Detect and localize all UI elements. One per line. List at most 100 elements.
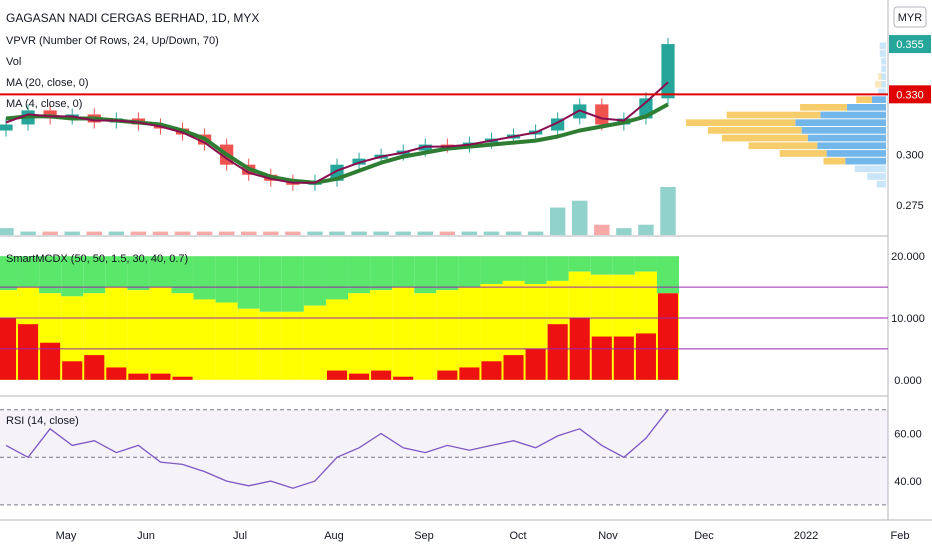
mcdx-red-bar (349, 373, 370, 380)
vpvr-up-bar (846, 103, 886, 111)
mcdx-bars (0, 256, 888, 380)
mcdx-yellow-bar (61, 296, 84, 380)
volume-bar (108, 231, 125, 235)
date-label: Nov (598, 530, 618, 542)
mcdx-tick-20: 20.000 (891, 251, 925, 263)
date-label: Aug (324, 530, 344, 542)
rsi-path (5, 409, 669, 489)
mcdx-red-bar (393, 376, 414, 380)
mcdx-green-bar (127, 256, 150, 291)
mcdx-red-bar (635, 333, 656, 380)
mcdx-green-bar (546, 256, 569, 281)
volume-bar (241, 231, 257, 235)
volume-bar (483, 231, 500, 235)
mcdx-green-bar (436, 256, 459, 291)
date-axis[interactable]: May Jun Jul Aug Sep Oct Nov Dec 2022 Feb (56, 530, 910, 542)
candle-body (0, 124, 13, 131)
mcdx-red-bar (459, 367, 480, 380)
mcdx-red-bar (503, 355, 524, 380)
vpvr-down-bar (721, 134, 808, 142)
vpvr-down-bar (686, 119, 796, 127)
mcdx-green-bar (105, 256, 128, 288)
volume-bar (638, 224, 654, 235)
volume-bar (616, 228, 632, 235)
vpvr-down-bar (856, 96, 872, 103)
mcdx-green-bar (39, 256, 62, 294)
mcdx-green-bar (0, 256, 18, 291)
vpvr-up-bar (878, 88, 886, 96)
date-label: May (56, 530, 77, 542)
mcdx-red-bar (547, 324, 568, 380)
volume-bar (86, 231, 102, 235)
volume-bar (572, 200, 588, 235)
vpvr-down-bar (707, 127, 802, 134)
date-label: Sep (414, 530, 434, 542)
mcdx-red-bar (613, 336, 634, 380)
mcdx-red-bar (481, 361, 502, 380)
legend-vol[interactable]: Vol (6, 56, 21, 68)
mcdx-yellow-bar (105, 287, 128, 380)
vpvr-up-bar (854, 165, 886, 173)
volume-bar (64, 231, 80, 235)
vpvr-up-bar (881, 80, 886, 88)
volume-bar (439, 231, 456, 235)
volume-bar (0, 228, 14, 235)
mcdx-red-bar (84, 355, 105, 380)
volume-bar (20, 231, 36, 235)
rsi-pane[interactable] (0, 397, 888, 519)
mcdx-green-bar (83, 256, 106, 294)
mcdx-yellow-bar (303, 305, 326, 380)
mcdx-yellow-bar (171, 293, 194, 380)
mcdx-yellow-bar (414, 293, 437, 380)
resistance-price-label (889, 85, 931, 104)
mcdx-green-bar (458, 256, 481, 288)
vpvr-up-bar (881, 57, 886, 65)
mcdx-green-bar (193, 256, 216, 300)
vpvr-down-bar (726, 111, 821, 119)
vpvr-down-bar (748, 142, 818, 150)
candle-body (595, 104, 609, 125)
volume-bar (461, 231, 478, 235)
mcdx-green-bar (590, 256, 613, 275)
mcdx-yellow-bar (281, 311, 304, 380)
legend-ma4[interactable]: MA (4, close, 0) (6, 98, 82, 110)
currency-label: MYR (898, 12, 923, 24)
mcdx-red-bar (525, 348, 546, 380)
legend-mcdx[interactable]: SmartMCDX (50, 50, 1.5, 30, 40, 0.7) (6, 253, 188, 265)
volume-bar (285, 231, 301, 235)
volume-bar (307, 231, 323, 235)
mcdx-green-bar (149, 256, 172, 288)
mcdx-red-bar (326, 370, 348, 380)
vpvr-up-bar (820, 111, 886, 119)
mcdx-yellow-bar (149, 287, 172, 380)
volume-bar (263, 231, 279, 235)
mcdx-red-bar (18, 324, 39, 380)
mcdx-red-bar (591, 336, 612, 380)
vpvr-up-bar (871, 96, 886, 103)
mcdx-yellow-bar (348, 293, 371, 380)
mcdx-yellow-bar (480, 284, 503, 380)
legend-vpvr[interactable]: VPVR (Number Of Rows, 24, Up/Down, 70) (6, 35, 219, 47)
mcdx-green-bar (568, 256, 591, 272)
mcdx-red-bar (40, 342, 61, 380)
mcdx-yellow-bar (193, 299, 216, 380)
volume-bar (373, 231, 389, 235)
vpvr-down-bar (779, 150, 827, 157)
mcdx-green-bar (61, 256, 84, 297)
legend-ma20[interactable]: MA (20, close, 0) (6, 77, 89, 89)
mcdx-green-bar (171, 256, 194, 294)
mcdx-green-bar (502, 256, 525, 281)
mcdx-red-bar (106, 367, 127, 380)
vpvr-down-bar (878, 73, 882, 80)
mcdx-green-bar (392, 256, 415, 288)
currency-badge[interactable] (893, 6, 927, 28)
volume-bar (152, 231, 169, 235)
legend-rsi[interactable]: RSI (14, close) (6, 415, 79, 427)
rsi-tick-60: 60.00 (894, 429, 922, 441)
mcdx-green-bar (17, 256, 40, 288)
mcdx-green-bar (237, 256, 260, 309)
mcdx-red-bar (128, 373, 149, 380)
date-label: Oct (509, 530, 526, 542)
mcdx-yellow-bar (458, 287, 481, 380)
